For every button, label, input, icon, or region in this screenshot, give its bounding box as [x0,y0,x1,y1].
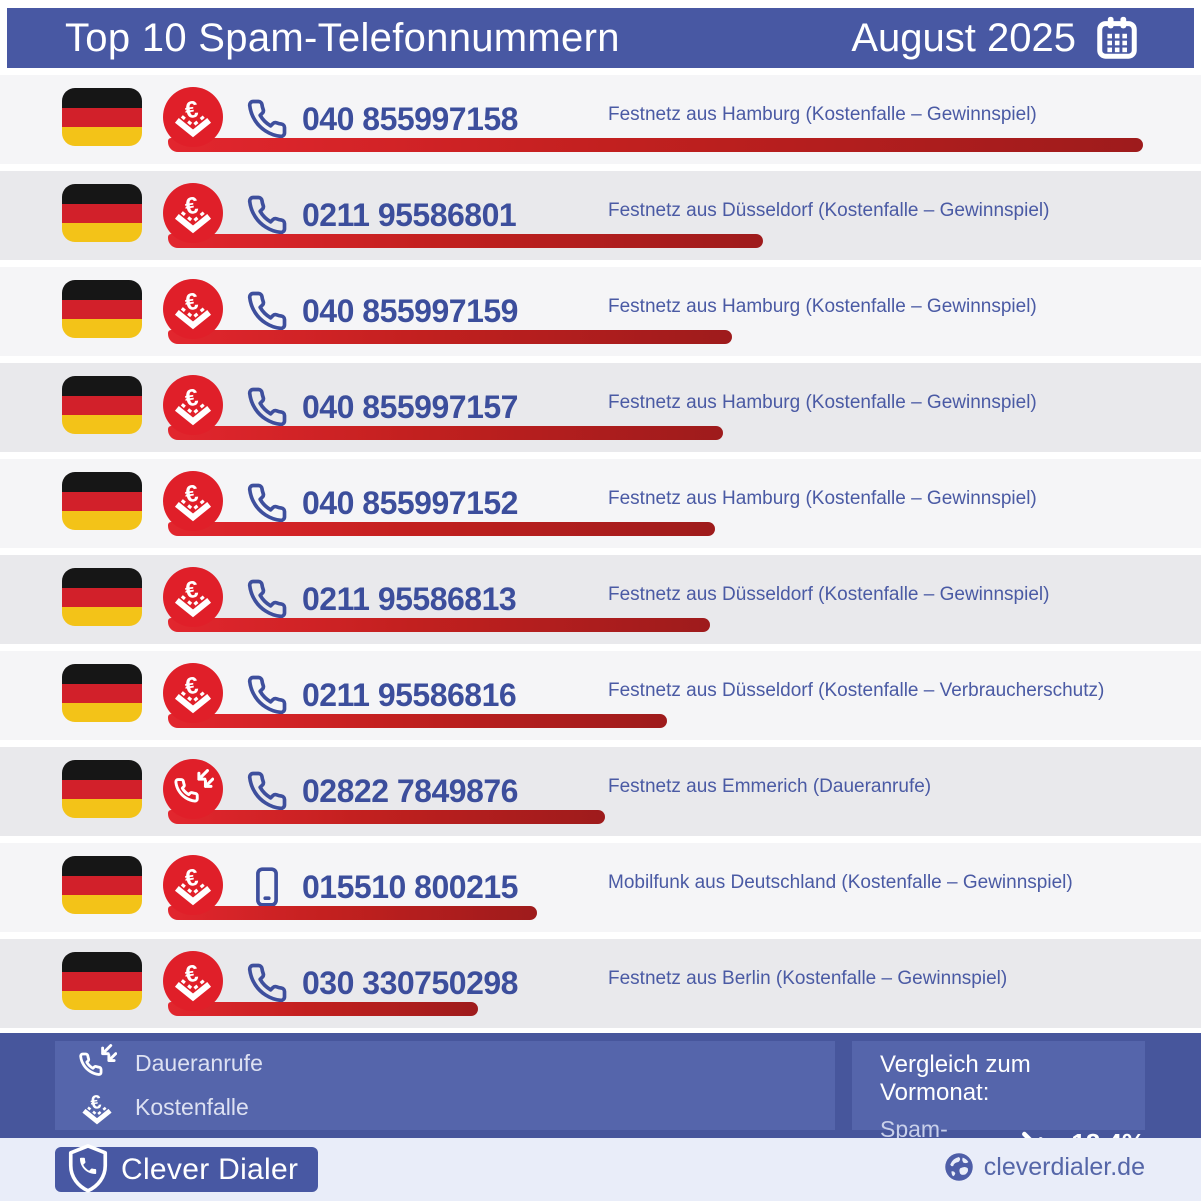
landline-phone-icon [246,97,288,141]
phone-description: Festnetz aus Emmerich (Daueranrufe) [608,776,932,797]
phone-number: 040 855997152 [302,485,518,521]
phone-number: 015510 800215 [302,869,518,905]
spam-row-7: 0211 95586816 Festnetz aus Düsseldorf (K… [0,651,1201,740]
phone-description: Mobilfunk aus Deutschland (Kostenfalle –… [608,872,1073,893]
phone-description: Festnetz aus Düsseldorf (Kostenfalle – V… [608,680,1105,701]
spam-row-8: 02822 7849876 Festnetz aus Emmerich (Dau… [0,747,1201,836]
phone-description: Festnetz aus Düsseldorf (Kostenfalle – G… [608,200,1050,221]
phone-description: Festnetz aus Hamburg (Kostenfalle – Gewi… [608,392,1037,413]
period-label: August 2025 [851,15,1076,60]
daueranrufe-icon [163,759,223,819]
germany-flag-icon [62,88,142,146]
phone-description: Festnetz aus Hamburg (Kostenfalle – Gewi… [608,296,1037,317]
legend-item-kostenfalle: Kostenfalle [75,1086,835,1130]
germany-flag-icon [62,280,142,338]
spam-row-4: 040 855997157 Festnetz aus Hamburg (Kost… [0,363,1201,452]
germany-flag-icon [62,952,142,1010]
mobile-phone-icon [246,865,288,909]
landline-phone-icon [246,577,288,621]
landline-phone-icon [246,385,288,429]
landline-phone-icon [246,289,288,333]
kostenfalle-icon [163,663,223,723]
germany-flag-icon [62,472,142,530]
kostenfalle-icon [163,567,223,627]
landline-phone-icon [246,193,288,237]
phone-number: 030 330750298 [302,965,518,1001]
bottom-strip: Clever Dialer cleverdialer.de [0,1138,1201,1201]
legend-label: Daueranrufe [135,1049,263,1076]
kostenfalle-icon [163,471,223,531]
website-text: cleverdialer.de [983,1152,1145,1181]
legend-item-daueranrufe: Daueranrufe [75,1041,835,1085]
kostenfalle-icon [163,87,223,147]
spam-row-10: 030 330750298 Festnetz aus Berlin (Koste… [0,939,1201,1028]
phone-description: Festnetz aus Hamburg (Kostenfalle – Gewi… [608,104,1037,125]
phone-number: 0211 95586816 [302,677,517,713]
call-volume-bar [168,906,537,920]
call-volume-bar [168,426,723,440]
comparison-panel: Vergleich zum Vormonat: Spam-Anrufe -18,… [852,1041,1145,1169]
spam-row-6: 0211 95586813 Festnetz aus Düsseldorf (K… [0,555,1201,644]
phone-number: 0211 95586801 [302,197,517,233]
landline-phone-icon [246,961,288,1005]
call-volume-bar [168,234,763,248]
phone-description: Festnetz aus Düsseldorf (Kostenfalle – G… [608,584,1050,605]
phone-incoming-arrows-icon [75,1041,119,1085]
germany-flag-icon [62,856,142,914]
call-volume-bar [168,714,667,728]
landline-phone-icon [246,481,288,525]
calendar-icon [1094,15,1140,61]
kostenfalle-icon [163,183,223,243]
phone-description: Festnetz aus Berlin (Kostenfalle – Gewin… [608,968,1008,989]
phone-description: Festnetz aus Hamburg (Kostenfalle – Gewi… [608,488,1037,509]
brand-name: Clever Dialer [121,1152,299,1186]
germany-flag-icon [62,664,142,722]
comparison-title: Vergleich zum Vormonat: [880,1051,1031,1106]
call-volume-bar [168,138,1143,152]
kostenfalle-icon [163,855,223,915]
kostenfalle-icon [163,279,223,339]
spam-row-1: 040 855997158 Festnetz aus Hamburg (Kost… [0,75,1201,164]
legend-label: Kostenfalle [135,1094,249,1121]
landline-phone-icon [246,673,288,717]
phone-number: 040 855997158 [302,101,518,137]
germany-flag-icon [62,376,142,434]
germany-flag-icon [62,184,142,242]
globe-icon [944,1152,974,1182]
kostenfalle-icon [163,951,223,1011]
euro-trap-icon [75,1086,119,1130]
kostenfalle-icon [163,375,223,435]
call-volume-bar [168,330,732,344]
header-bar: Top 10 Spam-Telefonnummern August 2025 [7,8,1194,68]
spam-row-2: 0211 95586801 Festnetz aus Düsseldorf (K… [0,171,1201,260]
phone-number: 040 855997159 [302,293,518,329]
call-volume-bar [168,1002,478,1016]
germany-flag-icon [62,760,142,818]
spam-row-3: 040 855997159 Festnetz aus Hamburg (Kost… [0,267,1201,356]
spam-row-5: 040 855997152 Festnetz aus Hamburg (Kost… [0,459,1201,548]
call-volume-bar [168,810,605,824]
phone-number: 02822 7849876 [302,773,518,809]
landline-phone-icon [246,769,288,813]
website-link[interactable]: cleverdialer.de [944,1152,1145,1182]
call-volume-bar [168,618,710,632]
clever-dialer-logo: Clever Dialer [55,1147,319,1192]
call-volume-bar [168,522,715,536]
spam-number-list: 040 855997158 Festnetz aus Hamburg (Kost… [0,75,1201,1035]
footer-bar: Daueranrufe Kostenfalle Vergleich zum Vo… [0,1033,1201,1169]
phone-number: 0211 95586813 [302,581,517,617]
legend-panel: Daueranrufe Kostenfalle [55,1041,835,1130]
shield-phone-icon [65,1142,111,1195]
phone-number: 040 855997157 [302,389,518,425]
page-title: Top 10 Spam-Telefonnummern [65,15,620,60]
spam-row-9: 015510 800215 Mobilfunk aus Deutschland … [0,843,1201,932]
germany-flag-icon [62,568,142,626]
